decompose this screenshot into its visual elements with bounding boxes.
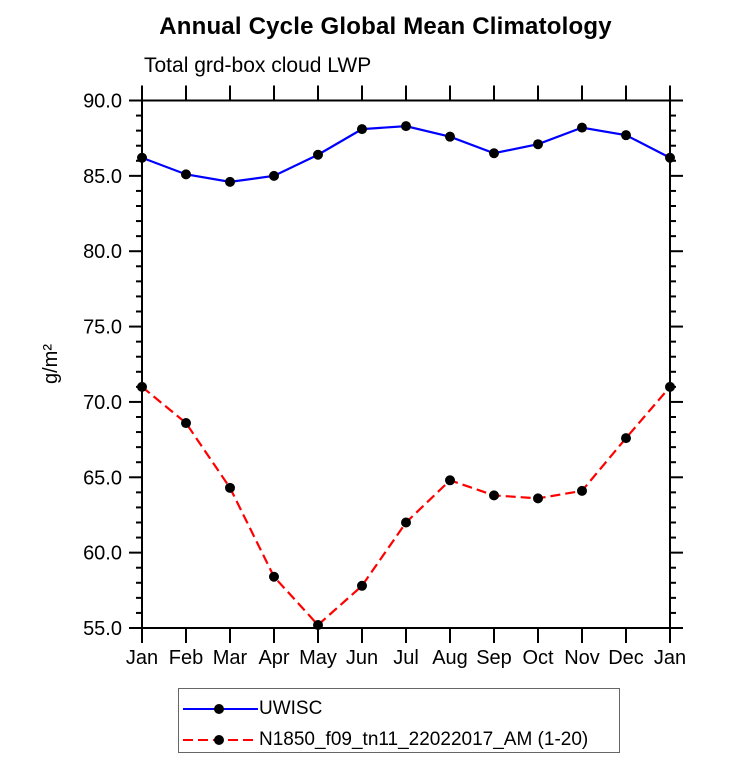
y-axis-title: g/m² [40,344,62,384]
x-tick-label: Aug [432,647,468,669]
y-tick-label: 65.0 [83,467,122,489]
data-point-marker [181,169,191,180]
data-point-marker [269,571,279,582]
data-point-marker [401,121,411,132]
x-tick-label: Nov [564,647,600,669]
chart-title: Annual Cycle Global Mean Climatology [159,13,612,40]
x-tick-label: Mar [213,647,248,669]
data-point-marker [445,475,455,486]
y-tick-label: 75.0 [83,317,122,339]
data-point-marker [665,381,675,392]
x-tick-label: Feb [169,647,203,669]
x-tick-label: Jan [126,647,158,669]
data-point-marker [577,122,587,133]
data-point-marker [137,152,147,163]
y-tick-label: 90.0 [83,91,122,113]
y-tick-label: 85.0 [83,166,122,188]
series-line-uwisc [141,125,671,183]
legend-label: UWISC [259,698,323,719]
x-tick-label: Dec [608,647,644,669]
legend-marker-dot [214,704,224,714]
x-tick-label: Jun [346,647,378,669]
data-point-marker [225,482,235,493]
legend-row-uwisc: UWISC [183,698,615,720]
x-tick-label: May [299,647,337,669]
data-point-marker [489,490,499,501]
x-tick-label: Jan [654,647,686,669]
x-tick-label: Jul [393,647,419,669]
y-tick-label: 55.0 [83,618,122,640]
data-point-marker [181,418,191,429]
legend: UWISC N1850_f09_tn11_22022017_AM (1-20) [178,688,620,753]
legend-label: N1850_f09_tn11_22022017_AM (1-20) [259,729,589,750]
data-point-marker [313,619,323,630]
data-point-marker [225,176,235,187]
data-point-marker [489,148,499,159]
x-tick-label: Oct [522,647,554,669]
data-point-marker [577,485,587,496]
data-point-marker [137,381,147,392]
plot-frame [141,99,671,629]
series-line-n1850 [141,386,671,627]
chart-subtitle: Total grd-box cloud LWP [144,54,372,77]
data-point-marker [401,517,411,528]
legend-marker-dot [214,735,224,745]
data-point-marker [445,131,455,142]
y-tick-label: 70.0 [83,392,122,414]
data-point-marker [665,152,675,163]
data-point-marker [357,124,367,135]
data-point-marker [313,149,323,160]
data-point-marker [621,130,631,141]
y-tick-label: 60.0 [83,543,122,565]
data-point-marker [533,493,543,504]
y-tick-label: 80.0 [83,241,122,263]
data-point-marker [533,139,543,150]
x-tick-label: Sep [476,647,512,669]
data-point-marker [357,580,367,591]
x-tick-label: Apr [258,647,289,669]
legend-line-sample [183,729,258,751]
data-point-marker [621,433,631,444]
data-point-marker [269,170,279,181]
legend-line-sample [183,698,258,720]
legend-row-n1850: N1850_f09_tn11_22022017_AM (1-20) [183,729,615,751]
